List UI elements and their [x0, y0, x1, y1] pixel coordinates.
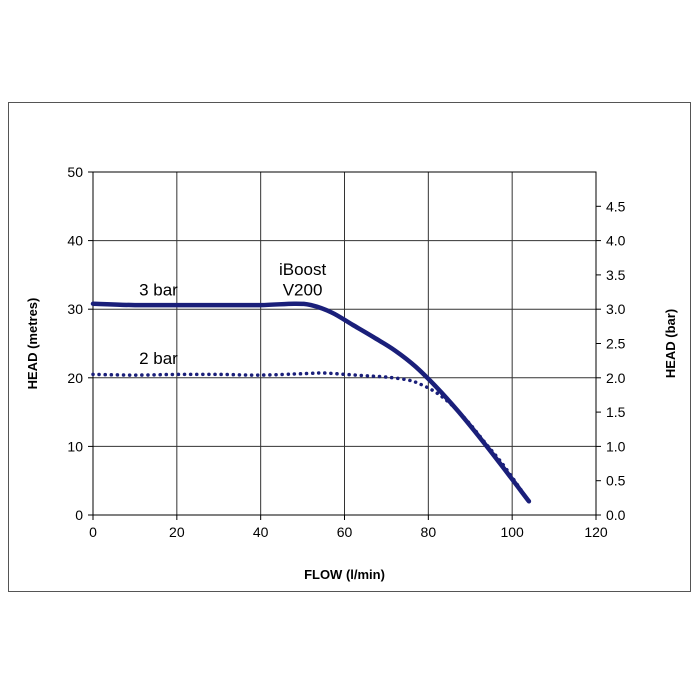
- chart-annotation: 3 bar: [139, 280, 178, 299]
- y2-tick-label: 2.0: [606, 370, 626, 386]
- x-tick-label: 80: [421, 524, 437, 540]
- y2-tick-label: 1.5: [606, 404, 626, 420]
- y2-tick-label: 4.5: [606, 198, 626, 214]
- y-tick-label: 30: [67, 301, 83, 317]
- y2-axis-title: HEAD (bar): [663, 309, 678, 378]
- y-tick-label: 40: [67, 233, 83, 249]
- chart-annotation: iBoost: [279, 260, 327, 279]
- x-tick-label: 20: [169, 524, 185, 540]
- x-tick-label: 120: [584, 524, 608, 540]
- y2-tick-label: 2.5: [606, 336, 626, 352]
- y2-tick-label: 3.0: [606, 301, 626, 317]
- chart-frame: 0 20 40 60 80 100 120 0 10 20 30 40 50 0.0 0.5 1.0 1.5 2.…: [8, 102, 691, 592]
- series-3bar-line: [90, 301, 532, 504]
- y-axis-title: HEAD (metres): [25, 298, 40, 390]
- x-tick-label: 0: [89, 524, 97, 540]
- x-axis-title: FLOW (l/min): [304, 567, 385, 582]
- head-flow-chart: 0 20 40 60 80 100 120 0 10 20 30 40 50 0.0 0.5 1.0 1.5 2.…: [25, 164, 678, 582]
- chart-annotation: V200: [283, 280, 323, 299]
- y-tick-label: 0: [75, 507, 83, 523]
- y-tick-label: 20: [67, 370, 83, 386]
- y2-tick-label: 0.5: [606, 473, 626, 489]
- chart-annotation: 2 bar: [139, 349, 178, 368]
- x-tick-label: 100: [500, 524, 524, 540]
- series-2bar-line: [91, 371, 531, 504]
- y-tick-label: 50: [67, 164, 83, 180]
- y2-tick-label: 3.5: [606, 267, 626, 283]
- y2-tick-label: 1.0: [606, 438, 626, 454]
- x-tick-label: 60: [337, 524, 353, 540]
- y2-tick-label: 4.0: [606, 233, 626, 249]
- y-tick-label: 10: [67, 438, 83, 454]
- x-tick-label: 40: [253, 524, 269, 540]
- y2-tick-label: 0.0: [606, 507, 626, 523]
